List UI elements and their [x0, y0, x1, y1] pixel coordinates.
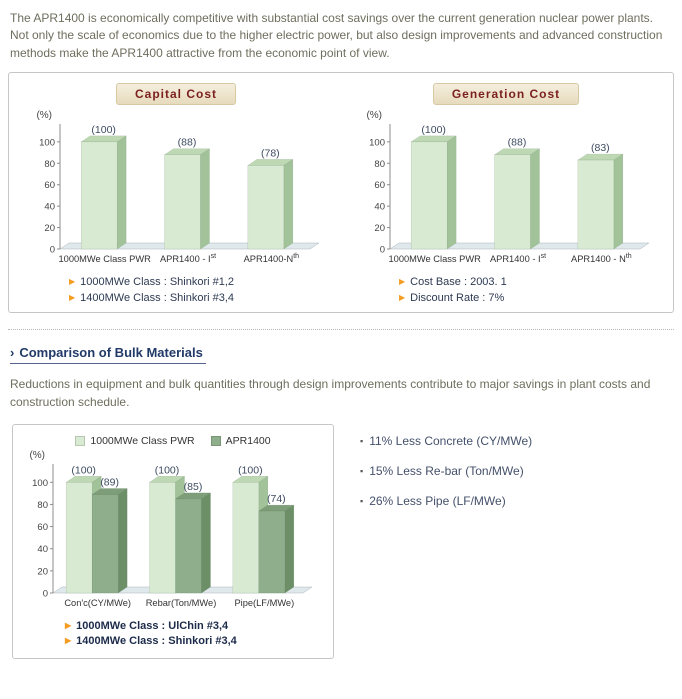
svg-text:Rebar(Ton/MWe): Rebar(Ton/MWe)	[146, 598, 217, 608]
capital-cost-notes: ▶ 1000MWe Class : Shinkori #1,2 ▶ 1400MWe C…	[69, 275, 234, 306]
svg-text:100: 100	[32, 478, 48, 489]
svg-text:20: 20	[374, 223, 385, 234]
saving-text: 11% Less Concrete (CY/MWe)	[369, 433, 533, 448]
svg-text:1000MWe Class PWR: 1000MWe Class PWR	[389, 254, 482, 264]
bullet-marker-icon: ▪	[360, 495, 364, 506]
bullet-marker-icon: ▪	[360, 435, 364, 446]
svg-text:APR1400-Nth: APR1400-Nth	[244, 253, 300, 264]
svg-text:Pipe(LF/MWe): Pipe(LF/MWe)	[234, 598, 294, 608]
chart-note: ▶ 1000MWe Class : UlChin #3,4	[65, 619, 237, 634]
note-text: Discount Rate : 7%	[410, 291, 505, 304]
svg-text:80: 80	[37, 500, 48, 511]
svg-text:(83): (83)	[591, 142, 610, 154]
svg-text:(85): (85)	[184, 481, 203, 493]
note-text: 1400MWe Class : Shinkori #3,4	[80, 291, 235, 304]
note-arrow-icon: ▶	[65, 636, 72, 646]
svg-text:80: 80	[374, 159, 385, 170]
svg-text:20: 20	[44, 223, 55, 234]
saving-text: 15% Less Re-bar (Ton/MWe)	[369, 463, 524, 478]
svg-text:40: 40	[44, 202, 55, 213]
page: The APR1400 is economically competitive …	[8, 11, 674, 659]
chart-note: ▶ Discount Rate : 7%	[399, 291, 507, 306]
svg-text:60: 60	[44, 180, 55, 191]
svg-text:APR1400 - Nth: APR1400 - Nth	[571, 253, 632, 264]
svg-text:(100): (100)	[421, 124, 446, 136]
chart-note: ▶ 1400MWe Class : Shinkori #3,4	[65, 634, 237, 649]
svg-text:60: 60	[374, 180, 385, 191]
bulk-materials-panel: 1000MWe Class PWR APR1400 0 20 40 60 80 100 (%)…	[12, 423, 334, 659]
chart-legend: 1000MWe Class PWR APR1400	[19, 435, 327, 447]
svg-text:(88): (88)	[508, 137, 527, 149]
legend-label: 1000MWe Class PWR	[90, 434, 195, 447]
svg-text:(%): (%)	[366, 110, 382, 121]
svg-text:APR1400 - Ist: APR1400 - Ist	[490, 253, 546, 264]
note-text: 1000MWe Class : Shinkori #1,2	[80, 276, 235, 289]
svg-text:(100): (100)	[155, 464, 180, 476]
chart-note: ▶ 1000MWe Class : Shinkori #1,2	[69, 275, 234, 290]
bullet-marker-icon: ▪	[360, 465, 364, 476]
note-text: 1400MWe Class : Shinkori #3,4	[76, 635, 237, 648]
note-text: Cost Base : 2003. 1	[410, 276, 507, 289]
svg-text:Con'c(CY/MWe): Con'c(CY/MWe)	[64, 598, 131, 608]
savings-list: ▪ 11% Less Concrete (CY/MWe) ▪ 15% Less Re-…	[360, 434, 532, 524]
note-arrow-icon: ▶	[65, 620, 72, 630]
note-arrow-icon: ▶	[69, 277, 76, 287]
dotted-divider	[8, 328, 674, 330]
svg-text:(100): (100)	[238, 464, 263, 476]
svg-text:(%): (%)	[36, 110, 52, 121]
generation-cost-chart: 0 20 40 60 80 100 (%) (100) 1000MWe Class PWR (88…	[366, 110, 650, 264]
svg-text:(74): (74)	[267, 493, 286, 505]
legend-item: 1000MWe Class PWR	[75, 434, 195, 447]
legend-swatch	[75, 435, 86, 446]
section-paragraph: Reductions in equipment and bulk quantit…	[10, 376, 651, 409]
chevron-icon: ›	[10, 344, 15, 360]
generation-cost-title: Generation Cost	[432, 83, 580, 106]
bulk-materials-chart: 0 20 40 60 80 100 (%) (100) (89) Con'c(CY/MWe) (10…	[29, 450, 313, 608]
note-text: 1000MWe Class : UlChin #3,4	[76, 619, 229, 632]
svg-text:60: 60	[37, 522, 48, 533]
saving-item: ▪ 15% Less Re-bar (Ton/MWe)	[360, 464, 532, 478]
svg-text:0: 0	[50, 245, 55, 256]
svg-text:APR1400 - Ist: APR1400 - Ist	[160, 253, 216, 264]
saving-text: 26% Less Pipe (LF/MWe)	[369, 493, 506, 508]
bulk-materials-notes: ▶ 1000MWe Class : UlChin #3,4 ▶ 1400MWe Cla…	[65, 619, 237, 650]
note-arrow-icon: ▶	[399, 292, 406, 302]
svg-text:1000MWe Class PWR: 1000MWe Class PWR	[59, 254, 152, 264]
svg-text:0: 0	[43, 588, 48, 599]
svg-text:40: 40	[374, 202, 385, 213]
svg-text:(88): (88)	[178, 137, 197, 149]
note-arrow-icon: ▶	[399, 277, 406, 287]
svg-text:0: 0	[380, 245, 385, 256]
chart-note: ▶ Cost Base : 2003. 1	[399, 275, 507, 290]
legend-item: APR1400	[210, 434, 271, 447]
capital-cost-block: Capital Cost 0 20 40 60 80 100 (%) (100) 1000MWe…	[11, 81, 341, 306]
svg-text:(%): (%)	[29, 450, 45, 461]
chart-note: ▶ 1400MWe Class : Shinkori #3,4	[69, 291, 234, 306]
generation-cost-notes: ▶ Cost Base : 2003. 1 ▶ Discount Rate : 7%	[399, 275, 507, 306]
svg-text:(89): (89)	[100, 476, 119, 488]
svg-text:20: 20	[37, 566, 48, 577]
section-heading: › Comparison of Bulk Materials	[10, 345, 206, 364]
generation-cost-block: Generation Cost 0 20 40 60 80 100 (%) (100) 1000…	[341, 81, 671, 306]
svg-text:100: 100	[39, 138, 55, 149]
bulk-materials-row: 1000MWe Class PWR APR1400 0 20 40 60 80 100 (%)…	[8, 423, 674, 659]
capital-cost-chart: 0 20 40 60 80 100 (%) (100) 1000MWe Class PWR (88…	[36, 110, 320, 264]
svg-text:(78): (78)	[261, 148, 280, 160]
svg-text:100: 100	[369, 138, 385, 149]
section-title: Comparison of Bulk Materials	[19, 344, 203, 360]
svg-text:40: 40	[37, 544, 48, 555]
svg-text:(100): (100)	[91, 124, 116, 136]
svg-text:(100): (100)	[71, 464, 96, 476]
saving-item: ▪ 26% Less Pipe (LF/MWe)	[360, 494, 532, 508]
intro-paragraph: The APR1400 is economically competitive …	[10, 11, 663, 60]
note-arrow-icon: ▶	[69, 292, 76, 302]
capital-cost-title: Capital Cost	[115, 83, 236, 106]
cost-comparison-panel: Capital Cost 0 20 40 60 80 100 (%) (100) 1000MWe…	[8, 72, 674, 313]
legend-label: APR1400	[225, 434, 271, 447]
saving-item: ▪ 11% Less Concrete (CY/MWe)	[360, 434, 532, 448]
svg-text:80: 80	[44, 159, 55, 170]
legend-swatch	[210, 435, 221, 446]
